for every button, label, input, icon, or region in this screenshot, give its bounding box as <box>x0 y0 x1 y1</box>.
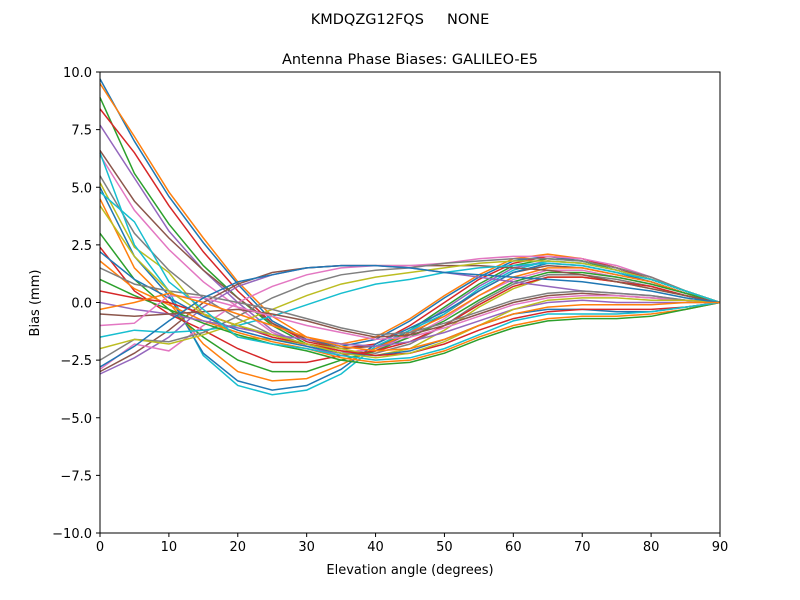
x-tick-label: 0 <box>96 540 104 555</box>
x-tick-label: 20 <box>230 540 247 555</box>
series-line-1 <box>99 78 721 348</box>
y-tick-label: 10.0 <box>63 66 92 81</box>
x-tick-label: 30 <box>298 540 315 555</box>
y-tick-label: −5.0 <box>60 412 92 427</box>
series-line-29 <box>99 205 721 359</box>
x-tick-label: 90 <box>712 540 729 555</box>
x-tick-label: 10 <box>161 540 178 555</box>
x-tick-label: 60 <box>505 540 522 555</box>
series-line-25 <box>99 299 720 348</box>
x-tick-label: 50 <box>436 540 453 555</box>
y-axis-label: Bias (mm) <box>28 270 43 337</box>
series-line-32 <box>99 292 720 352</box>
y-tick-label: 7.5 <box>71 124 92 139</box>
chart-title: Antenna Phase Biases: GALILEO-E5 <box>282 52 538 68</box>
y-axis-ticks: −10.0 −7.5 −5.0 −2.5 0.0 2.5 5.0 7.5 10.0 <box>52 66 100 542</box>
chart-suptitle: KMDQZG12FQS NONE <box>311 12 490 28</box>
series-line-20 <box>99 262 721 338</box>
x-axis-label: Elevation angle (degrees) <box>326 563 493 578</box>
series-line-21 <box>99 251 721 357</box>
x-axis-ticks: 0 10 20 30 40 50 60 70 80 90 <box>96 533 728 555</box>
x-tick-label: 70 <box>574 540 591 555</box>
series-line-28 <box>99 267 721 336</box>
x-tick-label: 40 <box>367 540 384 555</box>
series-line-31 <box>99 264 721 368</box>
y-tick-label: 0.0 <box>71 297 92 312</box>
series-line-30 <box>99 191 721 361</box>
series-line-8 <box>99 175 721 354</box>
x-tick-label: 80 <box>643 540 660 555</box>
series-line-19 <box>99 260 721 350</box>
y-tick-label: 2.5 <box>71 239 92 254</box>
series-lines <box>99 78 721 396</box>
y-tick-label: −2.5 <box>60 354 92 369</box>
y-tick-label: 5.0 <box>71 181 92 196</box>
y-tick-label: −10.0 <box>52 527 92 542</box>
series-line-23 <box>99 278 721 366</box>
y-tick-label: −7.5 <box>60 469 92 484</box>
series-line-17 <box>99 255 721 370</box>
